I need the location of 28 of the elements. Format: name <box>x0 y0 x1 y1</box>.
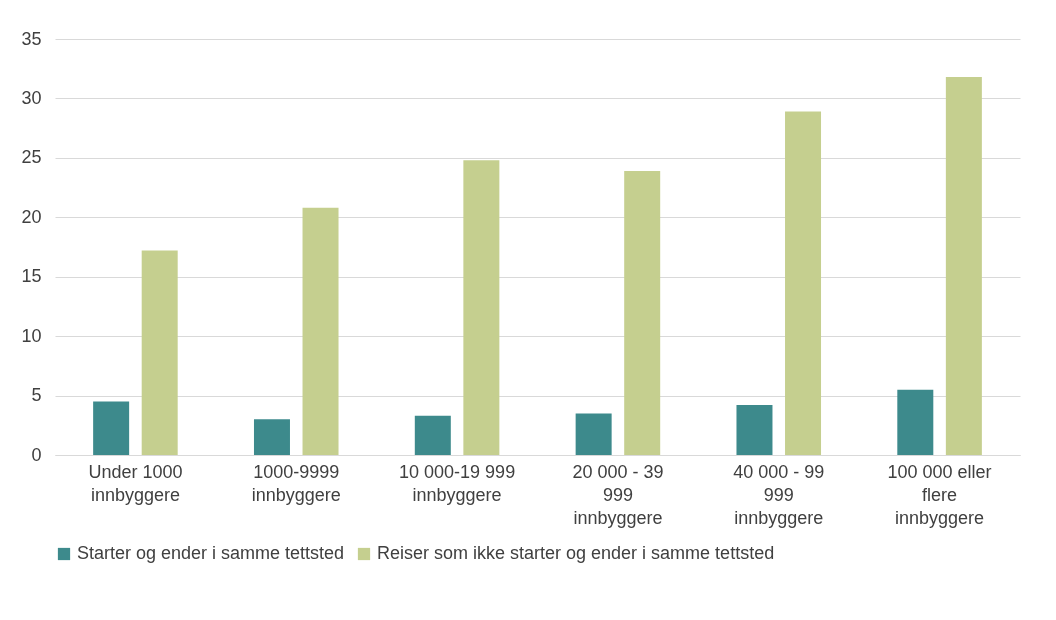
x-tick-label: 40 000 - 99 999 innbyggere <box>733 461 825 528</box>
x-tick-label: 1000-9999 innbyggere <box>251 461 341 505</box>
bar <box>785 111 822 455</box>
bar <box>736 405 773 455</box>
x-tick-label: 20 000 - 39 999 innbyggere <box>572 461 664 528</box>
legend-label: Reiser som ikke starter og ender i samme tettsted <box>377 543 775 563</box>
y-tick-label: 5 <box>31 385 42 406</box>
y-tick-label: 0 <box>31 444 42 465</box>
bar <box>624 170 661 455</box>
bar <box>93 401 130 455</box>
y-tick-label: 20 <box>21 206 42 227</box>
x-tick-label: Under 1000 innbyggere <box>88 461 183 505</box>
y-tick-label: 35 <box>21 28 42 49</box>
bar <box>141 250 178 455</box>
bar <box>897 389 934 455</box>
bar <box>575 413 612 455</box>
y-tick-label: 15 <box>21 266 42 287</box>
bar <box>945 77 982 455</box>
legend-label: Starter og ender i samme tettsted <box>77 543 345 563</box>
bar <box>253 419 290 455</box>
x-tick-label: 100 000 eller flere innbyggere <box>887 461 992 528</box>
bar <box>302 207 339 455</box>
y-tick-label: 25 <box>21 147 42 168</box>
x-tick-label: 10 000-19 999 innbyggere <box>399 461 516 505</box>
bar <box>414 415 451 455</box>
y-tick-label: 30 <box>21 87 42 108</box>
y-tick-label: 10 <box>21 325 42 346</box>
bar <box>463 160 500 455</box>
